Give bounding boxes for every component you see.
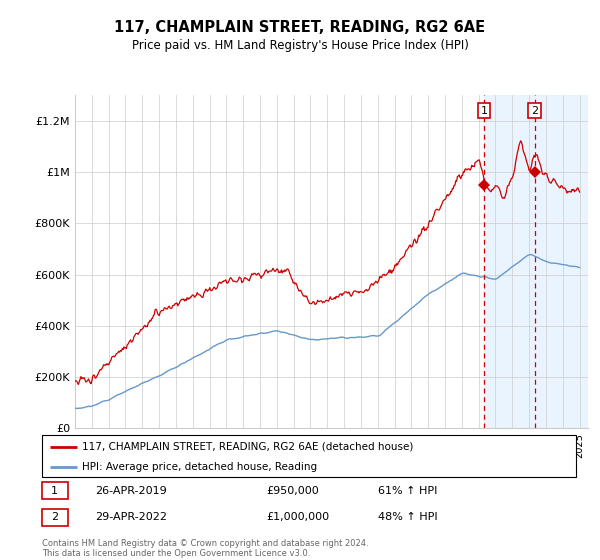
Text: 1: 1 <box>52 486 58 496</box>
Text: 26-APR-2019: 26-APR-2019 <box>95 486 167 496</box>
Text: 1: 1 <box>481 106 488 115</box>
Text: Price paid vs. HM Land Registry's House Price Index (HPI): Price paid vs. HM Land Registry's House … <box>131 39 469 52</box>
FancyBboxPatch shape <box>42 483 68 498</box>
Text: 29-APR-2022: 29-APR-2022 <box>95 512 167 522</box>
Text: Contains HM Land Registry data © Crown copyright and database right 2024.
This d: Contains HM Land Registry data © Crown c… <box>42 539 368 558</box>
FancyBboxPatch shape <box>42 435 576 477</box>
Text: 117, CHAMPLAIN STREET, READING, RG2 6AE (detached house): 117, CHAMPLAIN STREET, READING, RG2 6AE … <box>82 442 413 452</box>
Text: £1,000,000: £1,000,000 <box>266 512 329 522</box>
Text: 48% ↑ HPI: 48% ↑ HPI <box>379 512 438 522</box>
Text: HPI: Average price, detached house, Reading: HPI: Average price, detached house, Read… <box>82 461 317 472</box>
Bar <box>484 95 588 428</box>
FancyBboxPatch shape <box>42 510 68 525</box>
Text: 2: 2 <box>531 106 538 115</box>
Text: 117, CHAMPLAIN STREET, READING, RG2 6AE: 117, CHAMPLAIN STREET, READING, RG2 6AE <box>115 20 485 35</box>
Text: £950,000: £950,000 <box>266 486 319 496</box>
Text: 61% ↑ HPI: 61% ↑ HPI <box>379 486 438 496</box>
Text: 2: 2 <box>51 512 58 522</box>
